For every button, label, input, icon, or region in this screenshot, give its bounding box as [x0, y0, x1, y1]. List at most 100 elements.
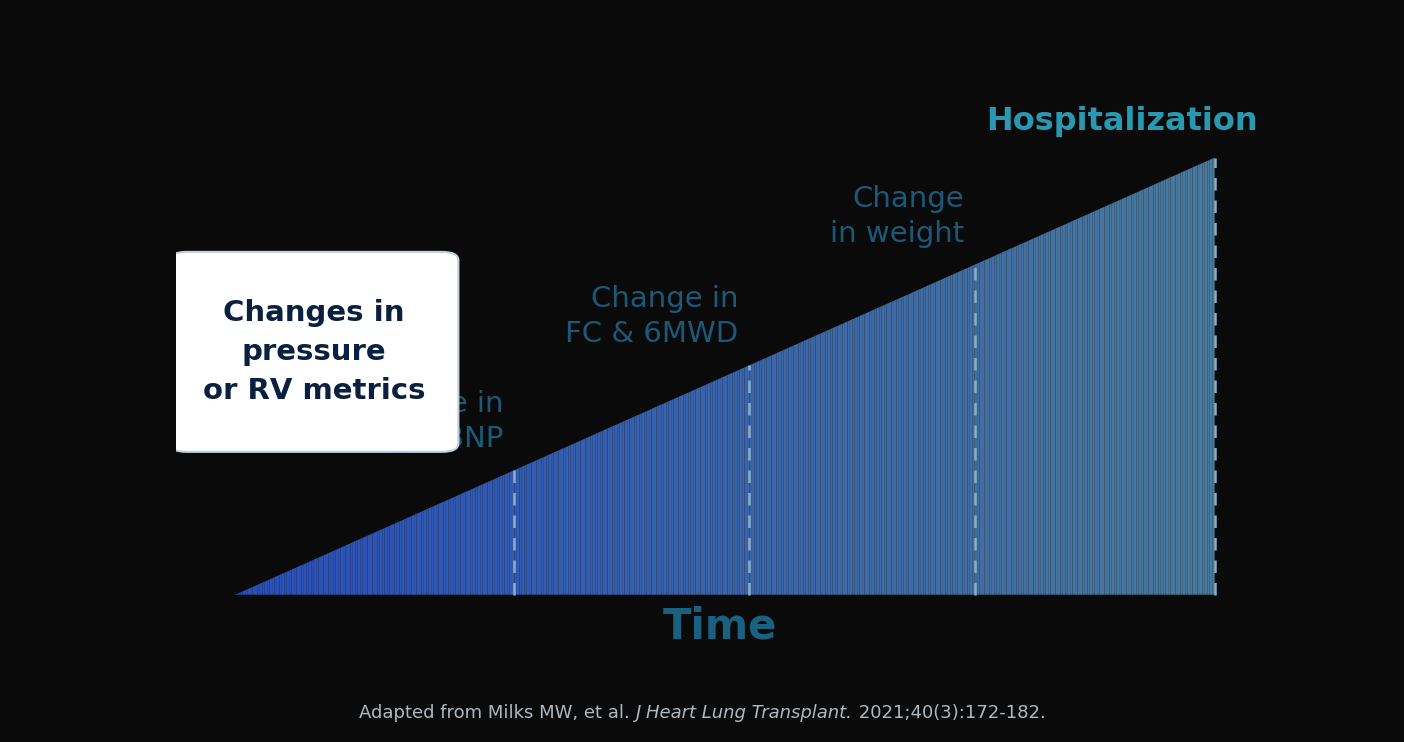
- Polygon shape: [767, 356, 769, 594]
- Polygon shape: [629, 418, 632, 594]
- Polygon shape: [1192, 166, 1195, 594]
- Polygon shape: [858, 316, 859, 594]
- Polygon shape: [512, 470, 514, 594]
- Polygon shape: [715, 379, 717, 594]
- Polygon shape: [1205, 161, 1207, 594]
- Polygon shape: [494, 478, 497, 594]
- Polygon shape: [941, 279, 943, 594]
- Polygon shape: [698, 387, 701, 594]
- Polygon shape: [840, 324, 842, 594]
- Polygon shape: [598, 432, 600, 594]
- Polygon shape: [282, 573, 284, 594]
- Polygon shape: [1175, 174, 1178, 594]
- Polygon shape: [769, 355, 772, 594]
- Polygon shape: [651, 408, 654, 594]
- Polygon shape: [549, 453, 552, 594]
- Polygon shape: [1207, 160, 1210, 594]
- Polygon shape: [803, 340, 806, 594]
- Polygon shape: [925, 286, 928, 594]
- Polygon shape: [727, 374, 730, 594]
- Text: Change in
FC & 6MWD: Change in FC & 6MWD: [566, 286, 739, 348]
- Polygon shape: [990, 257, 991, 594]
- Polygon shape: [875, 309, 876, 594]
- Polygon shape: [397, 522, 399, 594]
- Polygon shape: [674, 398, 677, 594]
- Polygon shape: [799, 342, 800, 594]
- Polygon shape: [514, 469, 517, 594]
- Polygon shape: [1016, 245, 1019, 594]
- Polygon shape: [536, 459, 539, 594]
- Polygon shape: [694, 390, 695, 594]
- Polygon shape: [1122, 198, 1125, 594]
- Polygon shape: [921, 288, 924, 594]
- Polygon shape: [945, 277, 948, 594]
- Polygon shape: [1019, 244, 1021, 594]
- Polygon shape: [828, 329, 830, 594]
- Polygon shape: [685, 393, 688, 594]
- Polygon shape: [345, 545, 348, 594]
- Polygon shape: [1182, 171, 1185, 594]
- Polygon shape: [573, 443, 576, 594]
- Polygon shape: [1036, 236, 1039, 594]
- Polygon shape: [865, 313, 868, 594]
- Polygon shape: [1075, 219, 1077, 594]
- Polygon shape: [257, 584, 260, 594]
- Polygon shape: [323, 554, 326, 594]
- Polygon shape: [914, 291, 915, 594]
- Polygon shape: [256, 585, 257, 594]
- Polygon shape: [316, 557, 319, 594]
- Polygon shape: [240, 591, 243, 594]
- Polygon shape: [402, 519, 404, 594]
- Polygon shape: [563, 447, 566, 594]
- Polygon shape: [1105, 206, 1106, 594]
- Polygon shape: [263, 582, 265, 594]
- Polygon shape: [918, 289, 921, 594]
- Polygon shape: [948, 275, 951, 594]
- Polygon shape: [503, 474, 504, 594]
- Polygon shape: [480, 485, 483, 594]
- Polygon shape: [451, 497, 453, 594]
- Polygon shape: [358, 539, 361, 594]
- Polygon shape: [906, 294, 908, 594]
- Polygon shape: [635, 416, 637, 594]
- Polygon shape: [265, 580, 267, 594]
- Polygon shape: [578, 441, 580, 594]
- Polygon shape: [1073, 220, 1075, 594]
- Polygon shape: [341, 547, 343, 594]
- Polygon shape: [247, 588, 250, 594]
- Polygon shape: [313, 559, 316, 594]
- Polygon shape: [600, 431, 602, 594]
- FancyBboxPatch shape: [170, 252, 459, 452]
- Polygon shape: [816, 335, 819, 594]
- Polygon shape: [546, 455, 549, 594]
- Polygon shape: [542, 457, 543, 594]
- Polygon shape: [243, 591, 246, 594]
- Polygon shape: [654, 407, 657, 594]
- Polygon shape: [987, 258, 990, 594]
- Polygon shape: [1171, 176, 1172, 594]
- Polygon shape: [1210, 159, 1212, 594]
- Polygon shape: [380, 529, 382, 594]
- Polygon shape: [789, 347, 790, 594]
- Polygon shape: [980, 261, 981, 594]
- Polygon shape: [1198, 164, 1200, 594]
- Polygon shape: [368, 534, 371, 594]
- Polygon shape: [395, 522, 397, 594]
- Polygon shape: [1092, 211, 1095, 594]
- Polygon shape: [1112, 203, 1115, 594]
- Polygon shape: [1011, 247, 1014, 594]
- Polygon shape: [849, 319, 852, 594]
- Polygon shape: [292, 568, 293, 594]
- Polygon shape: [532, 462, 534, 594]
- Polygon shape: [869, 311, 872, 594]
- Polygon shape: [972, 265, 974, 594]
- Polygon shape: [1129, 194, 1132, 594]
- Polygon shape: [901, 296, 904, 594]
- Polygon shape: [779, 351, 781, 594]
- Polygon shape: [852, 318, 855, 594]
- Polygon shape: [1195, 165, 1198, 594]
- Polygon shape: [312, 559, 313, 594]
- Polygon shape: [1060, 226, 1063, 594]
- Polygon shape: [892, 301, 894, 594]
- Polygon shape: [1085, 214, 1087, 594]
